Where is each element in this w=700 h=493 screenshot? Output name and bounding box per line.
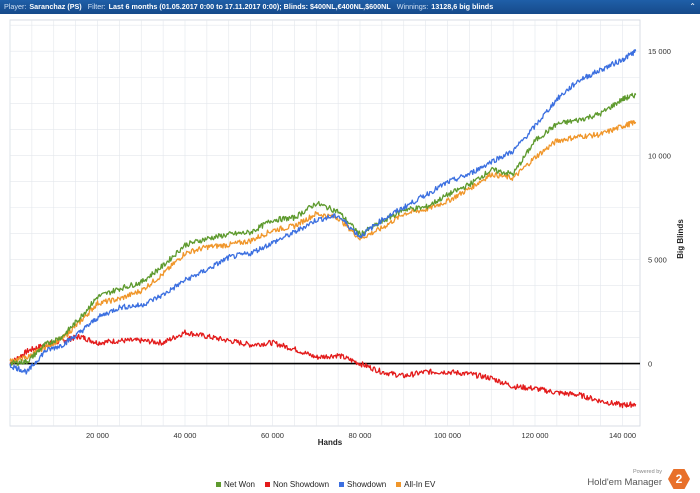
- filter-header-bar: Player: Saranchaz (PS) Filter: Last 6 mont…: [0, 0, 700, 14]
- series-line-non-showdown: [9, 329, 637, 409]
- y-axis-ticks: 0 5 000 10 000 15 000: [648, 47, 671, 368]
- y-tick-label: 0: [648, 360, 652, 369]
- y-tick-label: 10 000: [648, 151, 671, 160]
- brand-name: Hold'em Manager: [587, 477, 662, 488]
- winnings-label: Winnings:: [396, 2, 429, 11]
- holdem-manager-logo: Powered by Hold'em Manager 2: [572, 469, 692, 491]
- chart-legend: Net Won Non Showdown Showdown All-In EV: [216, 478, 435, 490]
- legend-swatch: [216, 481, 221, 487]
- x-tick-label: 120 000: [521, 431, 548, 440]
- y-tick-label: 5 000: [648, 255, 667, 264]
- player-label: Player:: [4, 2, 27, 11]
- y-tick-label: 15 000: [648, 47, 671, 56]
- series-line-showdown: [9, 48, 637, 375]
- plot-area-frame: [9, 19, 641, 427]
- legend-item-net-won[interactable]: Net Won: [216, 480, 255, 489]
- series-lines: [9, 48, 637, 409]
- legend-swatch: [264, 481, 270, 487]
- player-value: Saranchaz (PS): [29, 2, 82, 11]
- legend-label: Showdown: [347, 479, 387, 489]
- legend-label: Net Won: [224, 479, 255, 489]
- legend-item-all-in-ev[interactable]: All-In EV: [396, 480, 435, 489]
- series-line-net-won: [9, 92, 637, 367]
- chart-grid: [9, 19, 641, 427]
- x-axis-label: Hands: [318, 438, 343, 447]
- x-tick-label: 80 000: [349, 431, 372, 440]
- x-axis-ticks: 20 000 40 000 60 000 80 000 100 000 120 000 14…: [86, 431, 636, 440]
- legend-swatch: [339, 481, 345, 487]
- x-tick-label: 140 000: [609, 431, 636, 440]
- legend-swatch: [396, 481, 402, 487]
- x-tick-label: 40 000: [174, 431, 197, 440]
- y-axis-label: Big Blinds: [676, 219, 685, 259]
- filter-value: Last 6 months (01.05.2017 0:00 to 17.11.…: [108, 2, 391, 11]
- powered-by-text: Powered by: [632, 469, 662, 475]
- legend-label: All-In EV: [404, 479, 436, 489]
- winnings-value: 13128,6 big blinds: [431, 2, 494, 11]
- legend-item-non-showdown[interactable]: Non Showdown: [264, 479, 330, 489]
- legend-item-showdown[interactable]: Showdown: [339, 480, 386, 489]
- x-tick-label: 100 000: [434, 431, 461, 440]
- x-tick-label: 60 000: [261, 431, 284, 440]
- x-tick-label: 20 000: [86, 431, 109, 440]
- graph-chart: 20 000 40 000 60 000 80 000 100 000 120 000 14…: [9, 19, 685, 447]
- series-line-all-in-ev: [9, 119, 637, 365]
- filter-label: Filter:: [87, 2, 106, 11]
- collapse-icon[interactable]: ⌃: [689, 2, 696, 11]
- legend-label: Non Showdown: [272, 479, 330, 489]
- brand-badge: 2: [668, 469, 690, 489]
